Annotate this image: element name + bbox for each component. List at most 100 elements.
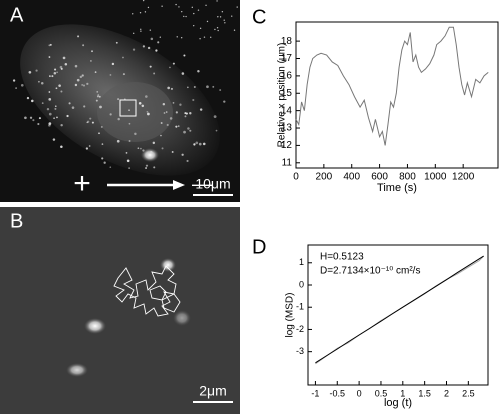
speckle [58,84,61,87]
speckle [175,3,177,6]
panel-label: A [10,4,24,26]
y-tick-label: 11 [282,157,293,168]
x-tick-label: 1000 [424,172,447,183]
speckle [217,16,219,18]
speckle [12,79,16,82]
speckle [199,27,202,30]
speckle [142,45,146,48]
spot [84,318,106,334]
speckle [193,85,196,88]
panel-label: C [252,6,266,28]
speckle [163,112,166,114]
speckle [142,0,145,2]
speckle [128,109,130,111]
speckle [197,69,200,73]
speckle [66,114,69,118]
speckle [155,49,158,52]
speckle [122,73,125,76]
speckle [145,167,148,170]
speckle [170,87,174,90]
speckle [236,6,238,8]
x-tick-label: 0 [293,172,299,183]
data-line [315,255,484,364]
x-tick-label: -1 [311,388,319,398]
speckle [85,147,89,150]
y-tick-label: 15 [281,88,293,99]
speckle [37,122,40,126]
y-tick-label: 13 [281,123,293,134]
speckle [202,142,206,146]
speckle [215,129,218,132]
roi-box [119,99,137,117]
speckle [149,29,152,31]
speckle [193,12,195,15]
speckle [83,105,86,108]
speckle [101,143,104,145]
speckle [195,141,199,145]
speckle [193,24,195,27]
speckle [91,50,93,53]
speckle [210,36,212,38]
speckle [149,65,152,68]
speckle [24,116,27,120]
speckle [181,72,185,75]
speckle [206,20,209,23]
speckle [161,147,164,150]
speckle [183,15,185,18]
speckle [172,102,175,104]
speckle [100,126,103,128]
speckle [26,96,30,100]
speckle [49,75,51,77]
speckle [223,100,226,103]
speckle [137,147,140,150]
speckle [142,149,145,152]
speckle [138,102,142,105]
speckle [224,22,226,24]
speckle [166,123,169,127]
speckle [74,83,78,87]
speckle [184,115,187,118]
speckle [82,44,85,47]
speckles [12,0,238,170]
speckle [217,29,219,32]
speckle [140,28,142,30]
speckle [219,89,222,91]
speckle [199,108,203,111]
speckle [62,56,66,60]
y-tick-label: 18 [281,36,293,47]
speckle [53,72,57,75]
speckle [175,111,178,114]
panel-label: D [252,236,266,258]
speckle [219,16,222,18]
speckle [41,81,44,85]
speckle [123,98,126,101]
speckle [199,37,201,40]
speckle [48,98,52,101]
speckle [48,112,52,116]
minus-sign: — [192,173,212,195]
x-tick-label: 600 [371,172,388,183]
x-axis-label: log (t) [384,397,412,409]
speckle [193,143,196,146]
y-tick-label: -3 [296,346,304,356]
speckle [98,95,101,98]
speckle [162,102,166,106]
speckle [32,119,35,122]
speckle [231,15,233,17]
x-tick-label: 1 [400,388,405,398]
speckle [205,4,207,7]
spot [66,363,88,377]
speckle [128,122,131,125]
micrograph-b [0,207,240,414]
speckle [109,113,112,116]
speckle [183,130,186,134]
speckle [86,120,90,123]
x-tick-label: 2.5 [462,388,475,398]
speckle [54,105,57,108]
speckle [160,122,163,124]
speckle [206,85,209,89]
y-axis-label: Relative x position (μm) [277,43,288,148]
speckle [181,10,183,13]
speckle [185,15,187,18]
